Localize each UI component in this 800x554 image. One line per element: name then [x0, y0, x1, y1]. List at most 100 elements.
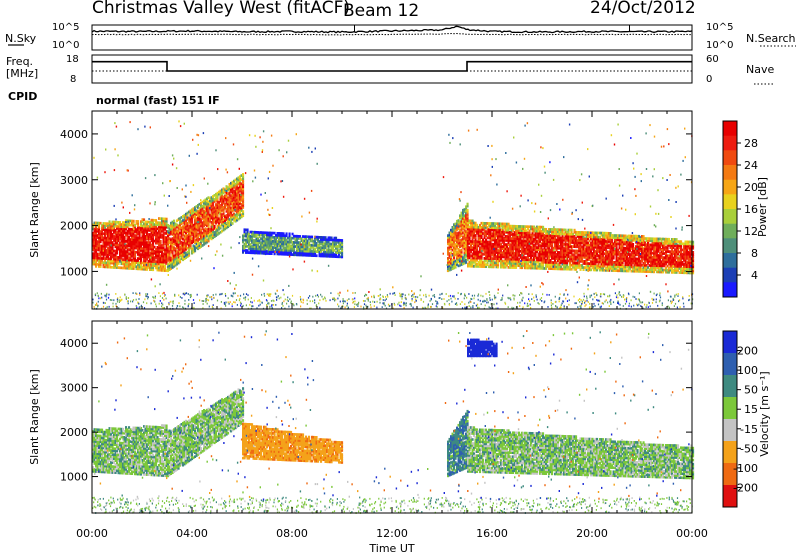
data-cell — [293, 234, 296, 238]
data-cell — [143, 230, 146, 234]
data-cell — [290, 247, 293, 250]
data-cell — [261, 243, 264, 247]
data-cell — [237, 190, 240, 194]
data-cell — [141, 247, 144, 250]
data-cell — [171, 228, 174, 232]
data-cell — [459, 228, 462, 232]
freq-left-label: Freq. — [6, 55, 33, 68]
data-cell — [275, 234, 278, 237]
data-cell — [134, 252, 137, 256]
data-cell — [324, 252, 327, 256]
data-cell — [282, 252, 285, 256]
data-cell — [198, 219, 201, 223]
data-cell — [222, 214, 225, 217]
data-cell — [102, 236, 105, 240]
data-cell — [117, 221, 120, 224]
data-cell — [272, 240, 275, 243]
data-cell — [219, 220, 222, 224]
data-cell — [195, 242, 198, 245]
data-cell — [242, 246, 245, 250]
data-cell — [260, 233, 263, 236]
data-cell — [479, 232, 482, 235]
data-cell — [165, 254, 168, 258]
data-cell — [165, 238, 168, 241]
data-cell — [137, 236, 140, 240]
data-cell — [237, 203, 240, 206]
data-cell — [221, 223, 224, 227]
data-cell — [171, 255, 174, 259]
data-cell — [191, 224, 194, 228]
data-cell — [101, 234, 104, 238]
data-cell — [122, 266, 125, 270]
data-cell — [179, 221, 182, 225]
data-cell — [171, 243, 174, 247]
data-cell — [237, 213, 240, 217]
data-cell — [98, 256, 101, 260]
data-cell — [213, 233, 216, 236]
data-cell — [231, 213, 234, 217]
data-cell — [233, 196, 236, 199]
data-cell — [186, 217, 189, 221]
data-cell — [213, 208, 216, 212]
data-cell — [251, 232, 254, 236]
data-cell — [107, 259, 110, 263]
data-cell — [104, 222, 107, 225]
data-cell — [198, 244, 201, 247]
data-cell — [164, 265, 167, 268]
data-cell — [98, 242, 101, 246]
data-cell — [185, 243, 188, 247]
data-cell — [239, 193, 242, 197]
data-cell — [161, 236, 164, 239]
data-cell — [194, 241, 197, 244]
data-cell — [165, 225, 168, 229]
data-cell — [447, 242, 450, 246]
data-cell — [474, 236, 477, 239]
data-cell — [165, 240, 168, 244]
data-cell — [467, 219, 470, 223]
data-cell — [468, 246, 471, 249]
data-cell — [338, 243, 341, 246]
data-cell — [165, 230, 168, 233]
data-cell — [216, 210, 219, 214]
data-cell — [108, 220, 111, 224]
data-cell — [463, 214, 466, 218]
data-cell — [162, 246, 165, 250]
data-cell — [162, 260, 165, 264]
data-cell — [245, 238, 248, 242]
data-cell — [299, 247, 302, 251]
data-cell — [105, 245, 108, 248]
data-cell — [281, 236, 284, 239]
data-cell — [173, 236, 176, 239]
data-cell — [297, 247, 300, 251]
data-cell — [110, 251, 113, 255]
data-cell — [168, 249, 171, 253]
data-cell — [101, 238, 104, 242]
data-cell — [209, 205, 212, 209]
data-cell — [209, 215, 212, 219]
data-cell — [174, 222, 177, 226]
data-cell — [281, 240, 284, 244]
data-cell — [282, 250, 285, 254]
data-cell — [125, 246, 128, 249]
data-cell — [462, 208, 465, 212]
data-cell — [186, 211, 189, 215]
data-cell — [158, 248, 161, 251]
data-cell — [329, 250, 332, 254]
data-cell — [95, 250, 98, 254]
data-cell — [222, 199, 225, 203]
data-cell — [263, 243, 266, 247]
data-cell — [284, 252, 287, 256]
data-cell — [477, 232, 480, 235]
data-cell — [218, 221, 221, 225]
data-cell — [470, 223, 473, 227]
data-cell — [314, 248, 317, 251]
data-cell — [152, 225, 155, 228]
data-cell — [170, 240, 173, 243]
data-cell — [485, 257, 488, 260]
data-cell — [459, 245, 462, 248]
data-cell — [203, 199, 206, 203]
data-cell — [456, 221, 459, 225]
data-cell — [93, 246, 96, 249]
data-cell — [114, 224, 117, 228]
data-cell — [173, 240, 176, 243]
